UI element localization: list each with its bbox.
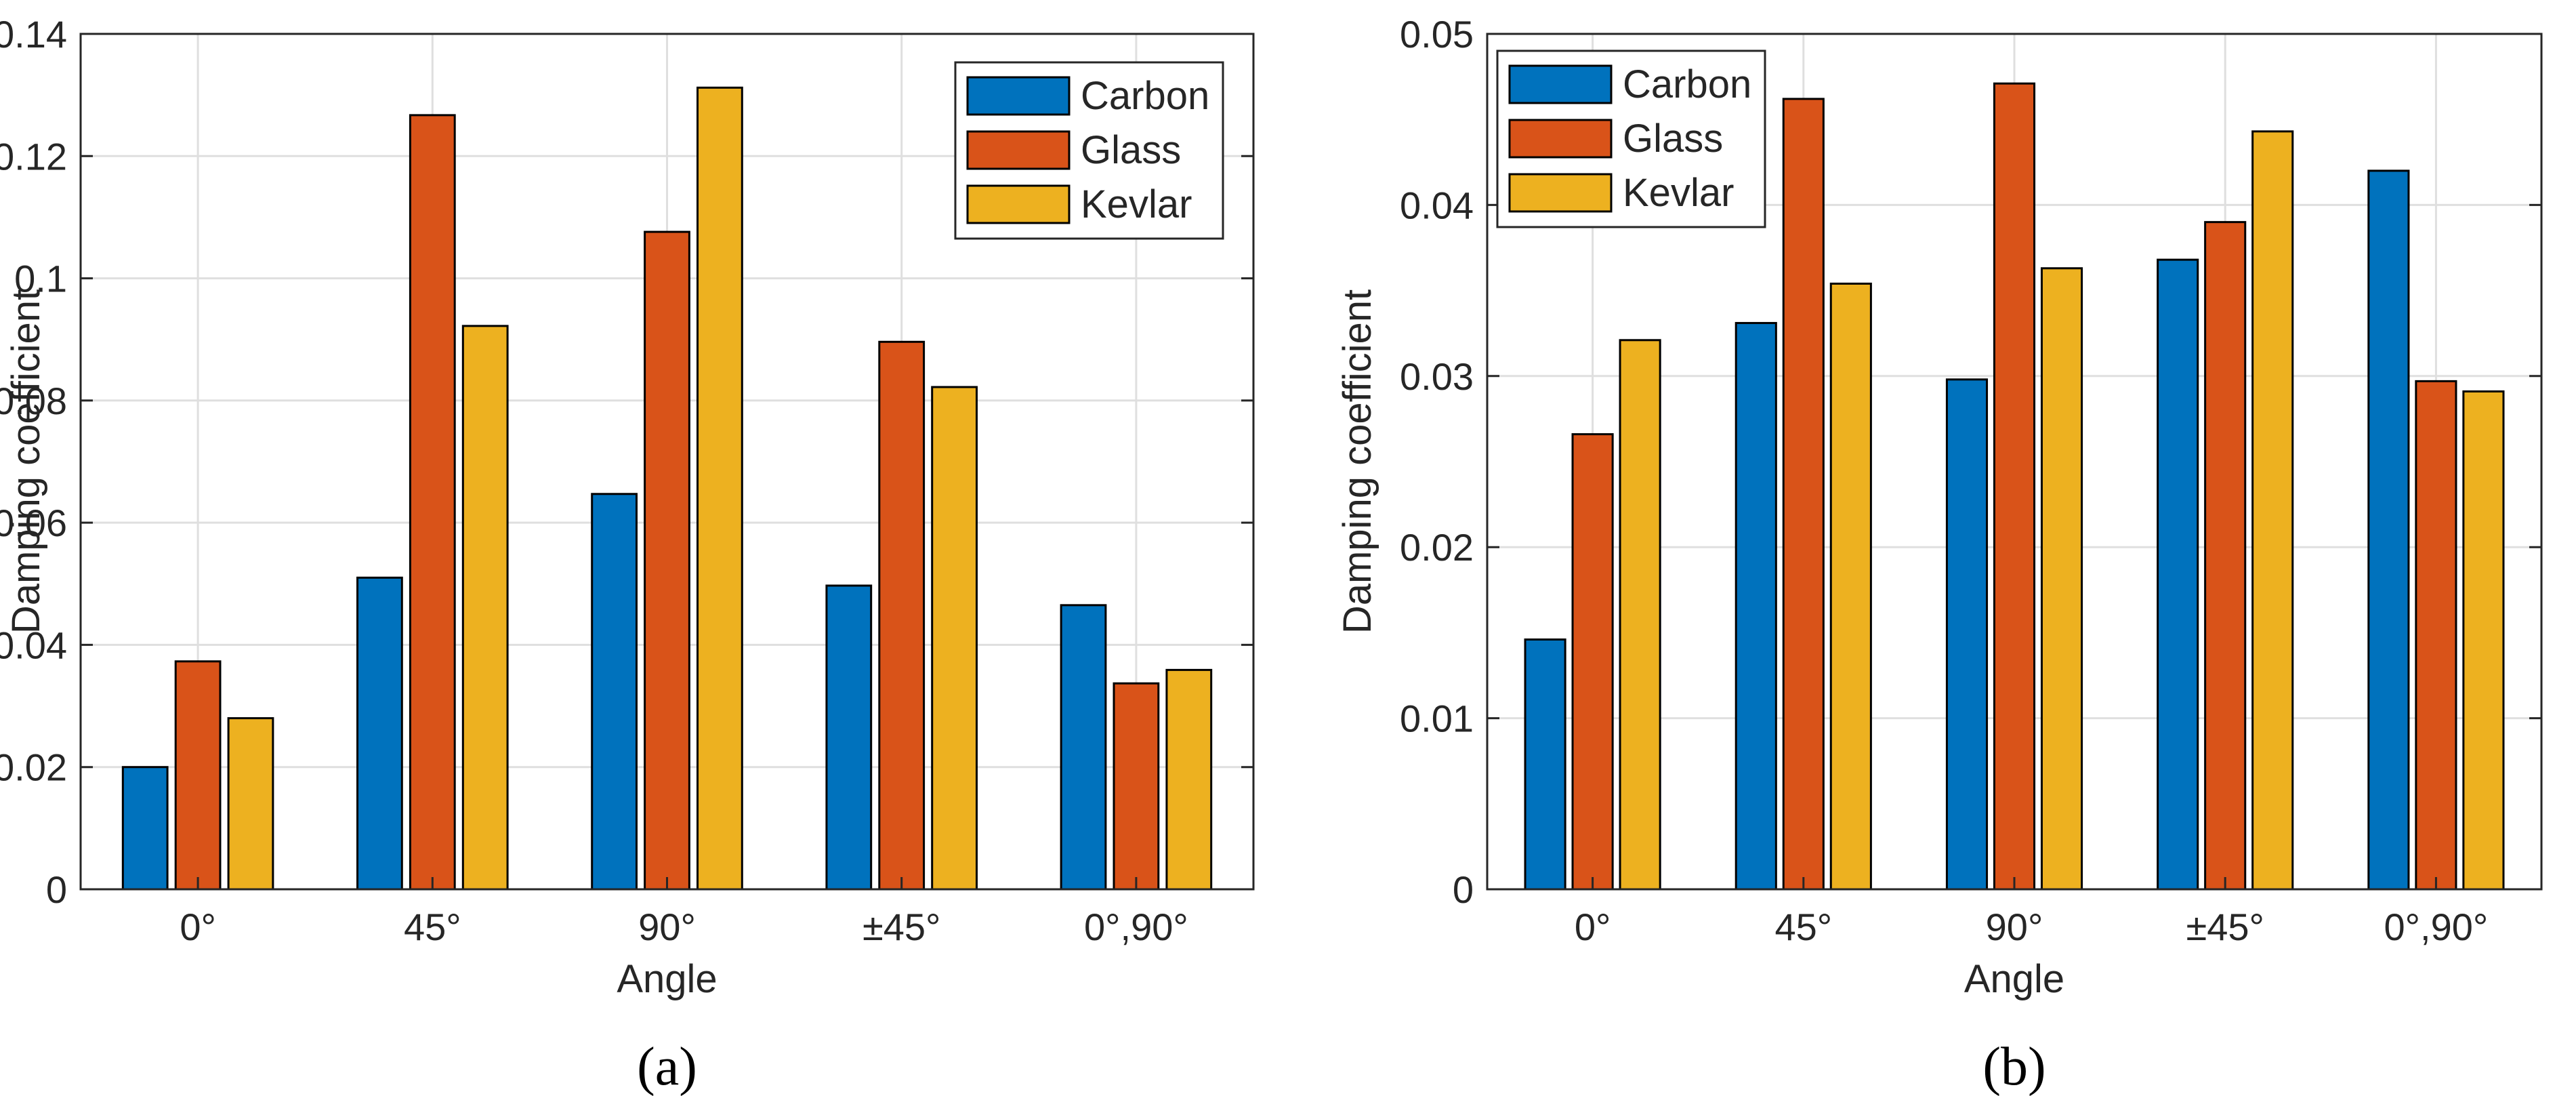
- bar-carbon-0: [1524, 638, 1566, 891]
- legend: Carbon Glass Kevlar: [1496, 49, 1766, 228]
- legend-swatch-kevlar: [966, 184, 1071, 224]
- x-tick-label: 90°: [1986, 906, 2043, 948]
- bar-glass-4: [1113, 682, 1160, 891]
- bars: [1524, 82, 2505, 891]
- x-tick-label: 90°: [638, 906, 696, 948]
- legend: Carbon Glass Kevlar: [954, 61, 1224, 240]
- bar-kevlar-0: [1619, 339, 1661, 891]
- bar-glass-1: [1782, 98, 1825, 891]
- x-tick-label: 0°: [180, 906, 216, 948]
- y-tick-label: 0.01: [1400, 697, 1474, 740]
- y-tick-label: 0.04: [0, 624, 67, 666]
- bar-glass-1: [409, 114, 456, 891]
- y-axis: 0 0.01 0.02 0.03 0.04 0.05: [1400, 13, 2541, 911]
- bar-glass-3: [878, 340, 926, 891]
- panel-label: (a): [637, 1037, 697, 1096]
- x-axis-label: Angle: [1964, 957, 2064, 1001]
- panel-label: (b): [1982, 1037, 2045, 1096]
- chart-a: 0 0.02 0.04 0.06 0.08 0.1 0.12 0.14 0° 45° 90° ±45°…: [0, 13, 1255, 1096]
- x-axis: 0° 45° 90° ±45° 0°,90°: [180, 877, 1188, 948]
- bar-kevlar-1: [1829, 283, 1872, 891]
- x-tick-label: ±45°: [2186, 906, 2264, 948]
- bar-carbon-4: [2367, 169, 2410, 891]
- y-tick-label: 0.04: [1400, 184, 1474, 226]
- y-axis-label: Damping coefficient: [1335, 289, 1379, 634]
- legend-swatch-glass: [966, 130, 1071, 170]
- y-tick-label: 0.14: [0, 13, 67, 56]
- bar-glass-2: [1993, 82, 2036, 891]
- x-axis-label: Angle: [617, 957, 717, 1001]
- legend-label-glass: Glass: [1623, 117, 1723, 161]
- x-axis: 0° 45° 90° ±45° 0°,90°: [1575, 877, 2488, 948]
- bar-carbon-2: [1945, 378, 1989, 891]
- bar-glass-3: [2204, 221, 2247, 891]
- bar-kevlar-3: [931, 386, 978, 891]
- bar-kevlar-2: [697, 86, 743, 891]
- legend-label-kevlar: Kevlar: [1623, 171, 1734, 215]
- legend-swatch-kevlar: [1508, 173, 1613, 213]
- bar-kevlar-4: [1165, 668, 1213, 891]
- x-tick-label: ±45°: [863, 906, 940, 948]
- legend-label-kevlar: Kevlar: [1081, 182, 1192, 226]
- bar-kevlar-4: [2462, 390, 2505, 891]
- x-tick-label: 45°: [1774, 906, 1832, 948]
- bar-kevlar-2: [2040, 267, 2083, 891]
- y-tick-label: 0.02: [1400, 526, 1474, 569]
- y-axis-label: Damping coefficient: [4, 289, 48, 634]
- y-tick-label: 0.02: [0, 746, 67, 789]
- y-tick-label: 0.03: [1400, 355, 1474, 398]
- bar-carbon-1: [1734, 322, 1777, 891]
- bar-carbon-1: [356, 576, 403, 891]
- legend-label-glass: Glass: [1081, 128, 1181, 172]
- bar-kevlar-0: [227, 717, 274, 891]
- y-tick-label: 0: [46, 868, 67, 911]
- bar-carbon-0: [121, 766, 169, 891]
- bar-glass-2: [644, 230, 690, 891]
- bar-kevlar-3: [2251, 130, 2294, 891]
- chart-b: 0 0.01 0.02 0.03 0.04 0.05 0° 45° 90° ±45° 0°,90° A…: [1335, 13, 2543, 1096]
- legend-swatch-carbon: [1508, 64, 1613, 104]
- y-tick-label: 0.08: [0, 380, 67, 422]
- legend-swatch-glass: [1508, 119, 1613, 159]
- x-tick-label: 0°,90°: [1084, 906, 1188, 948]
- bar-glass-4: [2415, 380, 2457, 891]
- legend-label-carbon: Carbon: [1081, 74, 1209, 118]
- legend-label-carbon: Carbon: [1623, 62, 1751, 106]
- y-tick-label: 0.1: [14, 258, 67, 300]
- x-tick-label: 0°,90°: [2384, 906, 2489, 948]
- bar-carbon-3: [825, 584, 873, 891]
- x-tick-label: 0°: [1575, 906, 1611, 948]
- y-axis: 0 0.02 0.04 0.06 0.08 0.1 0.12 0.14: [0, 13, 1253, 911]
- bar-carbon-4: [1060, 604, 1107, 891]
- bar-carbon-3: [2157, 258, 2199, 891]
- legend-swatch-carbon: [966, 76, 1071, 116]
- y-tick-label: 0.05: [1400, 13, 1474, 56]
- y-tick-label: 0: [1453, 868, 1474, 911]
- x-tick-label: 45°: [404, 906, 461, 948]
- bar-carbon-2: [591, 493, 638, 891]
- bars: [121, 86, 1213, 891]
- bar-glass-0: [1571, 433, 1614, 891]
- y-tick-label: 0.06: [0, 502, 67, 544]
- bar-kevlar-1: [461, 325, 509, 891]
- bar-glass-0: [174, 660, 222, 891]
- y-tick-label: 0.12: [0, 135, 67, 178]
